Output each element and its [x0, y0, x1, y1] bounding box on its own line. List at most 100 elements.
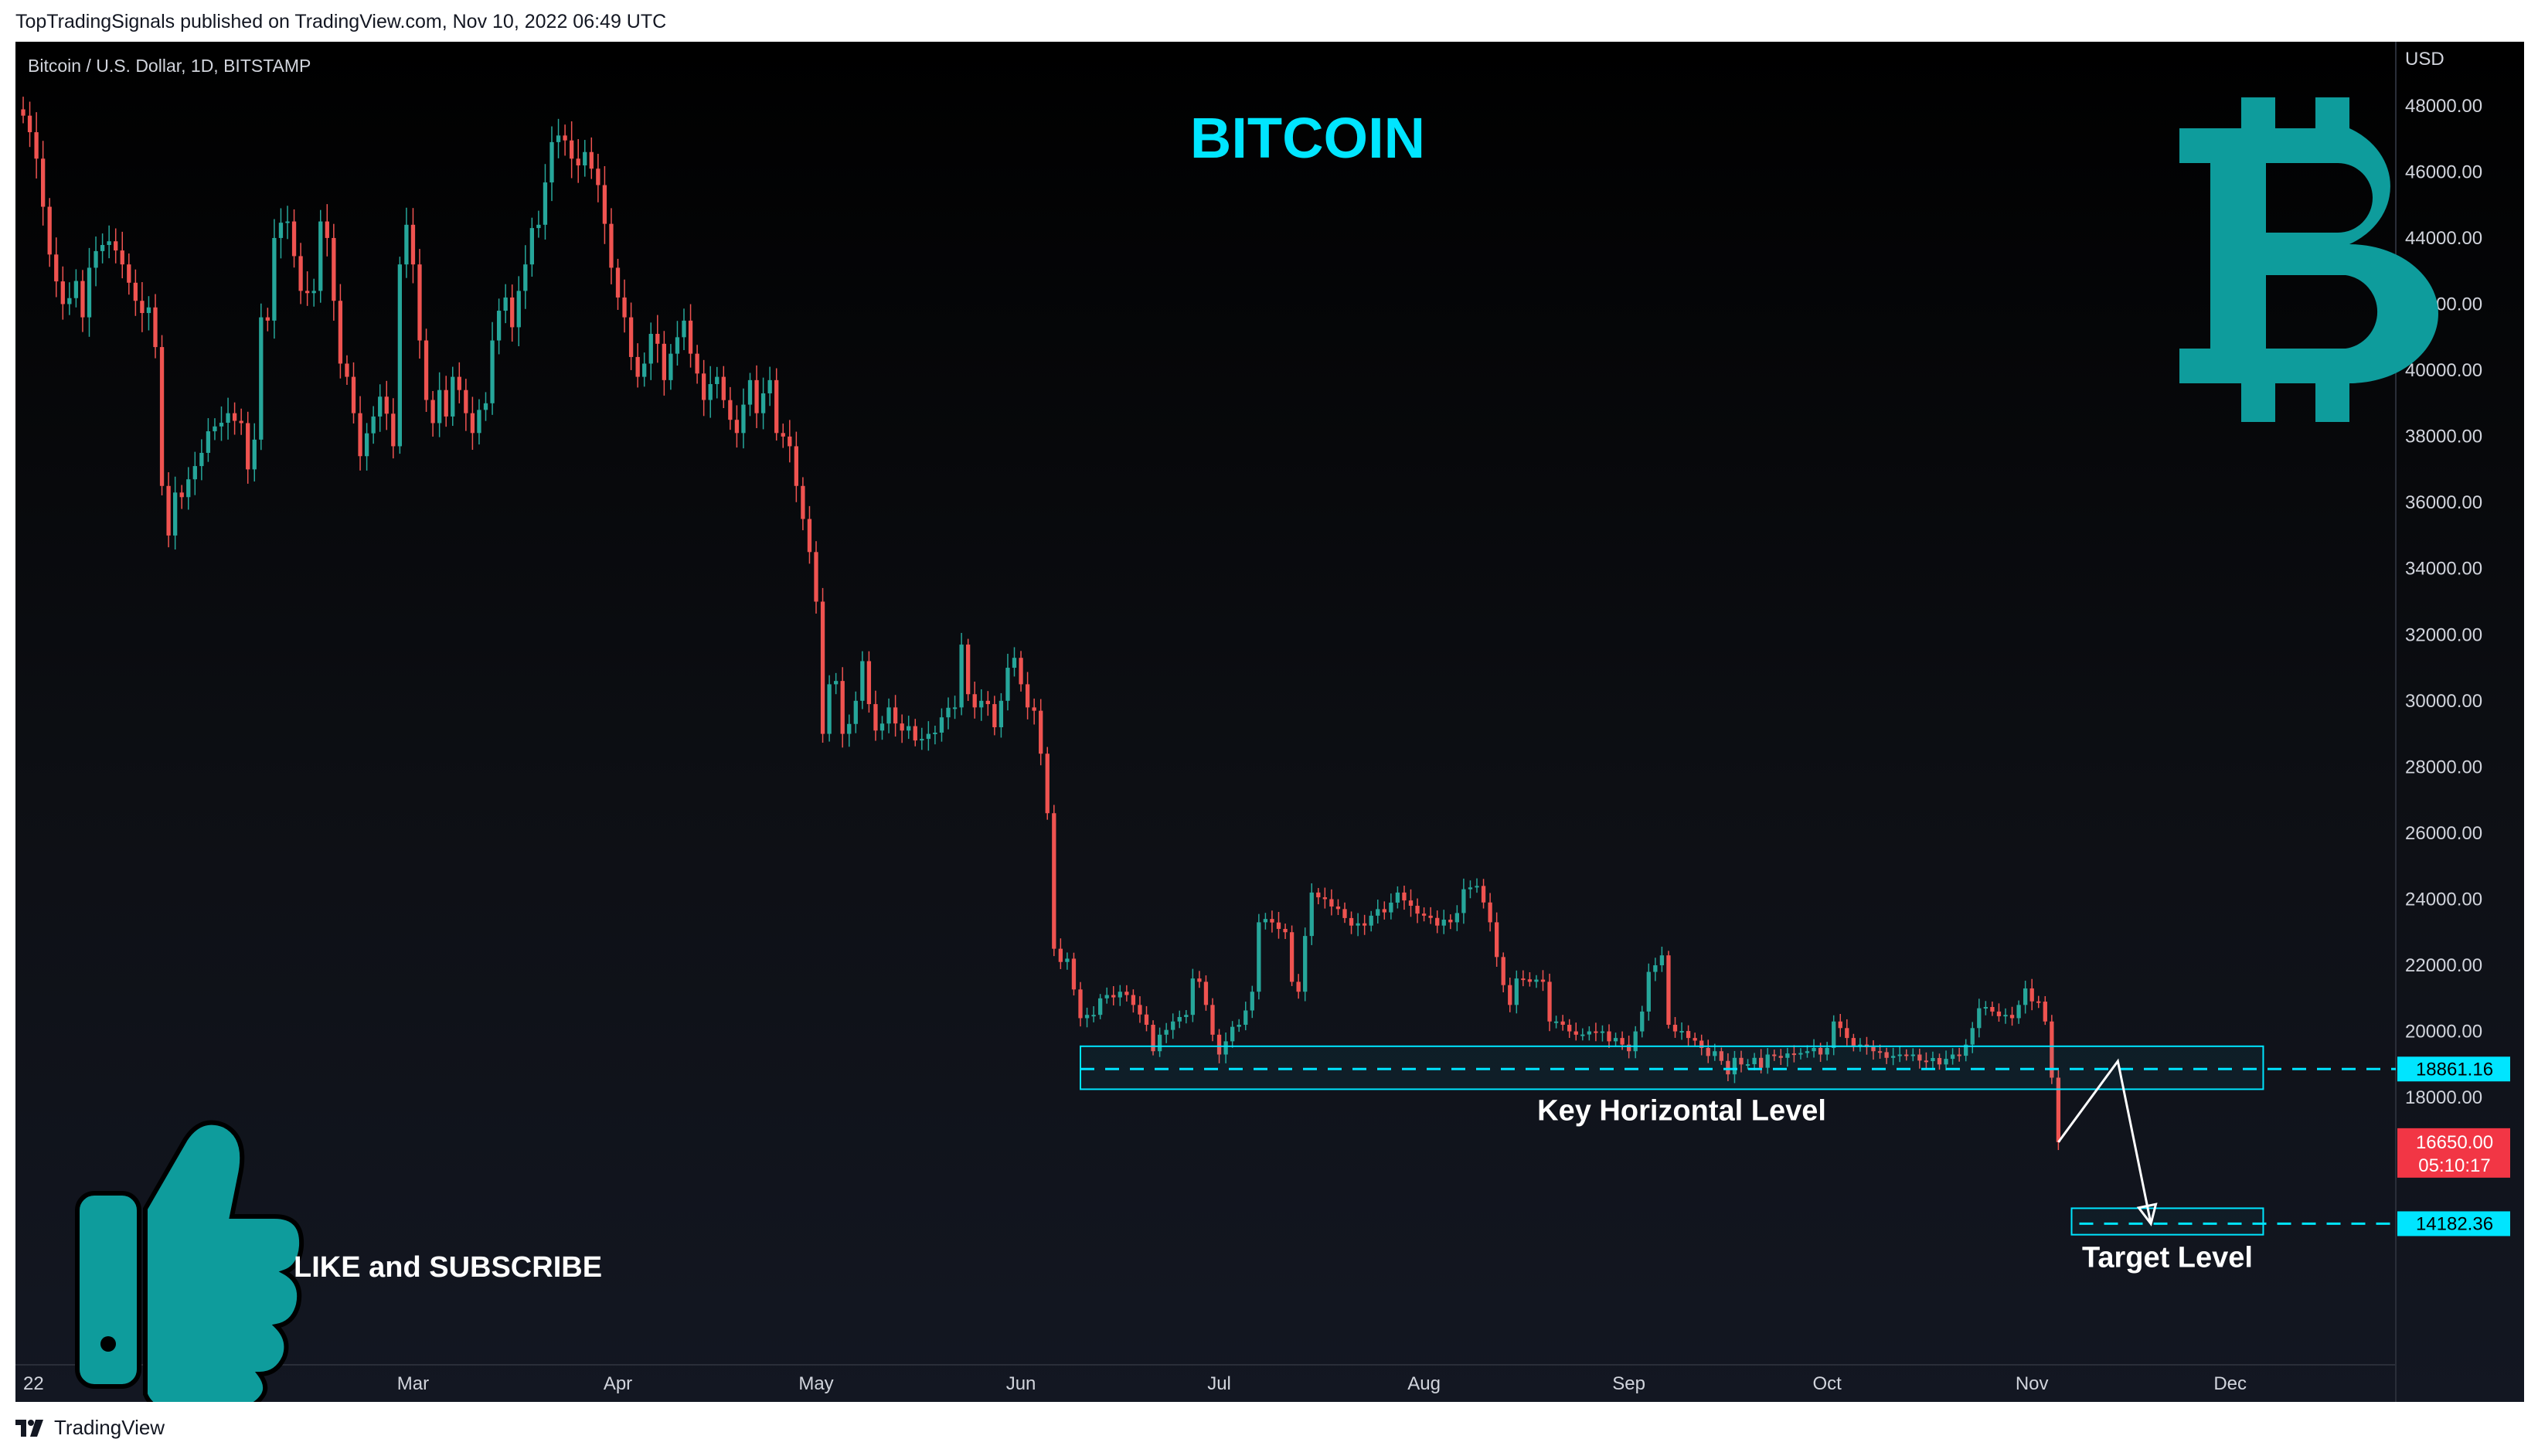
candle-body [2016, 1005, 2021, 1019]
candle-body [1996, 1011, 2002, 1016]
y-tick-label: 28000.00 [2405, 757, 2482, 777]
candle-body [774, 379, 779, 434]
x-tick-label: Mar [397, 1373, 429, 1394]
candle-body [1514, 978, 1519, 1005]
candle-body [397, 264, 403, 447]
candle-body [146, 307, 151, 314]
candle-body [549, 141, 554, 183]
candle-body [192, 466, 197, 480]
candle-body [860, 661, 865, 701]
candle-body [430, 400, 435, 424]
candle-body [2043, 1002, 2047, 1022]
key-level-price-tag [2397, 1056, 2510, 1082]
candle-body [1772, 1054, 1777, 1056]
candle-body [291, 221, 297, 257]
candle-body [477, 410, 481, 434]
candle-body [576, 158, 580, 166]
candle-body [635, 356, 640, 377]
like-subscribe-text: LIKE and SUBSCRIBE [294, 1251, 602, 1284]
candle-body [1613, 1038, 1618, 1042]
candle-body [2029, 988, 2034, 1002]
candle-body [1758, 1057, 1764, 1068]
candle-body [1349, 917, 1354, 926]
time-axis[interactable]: 22FebMarAprMayJunJulAugSepOctNovDec [15, 1364, 2396, 1394]
thumbs-up-icon [75, 1120, 304, 1402]
candle-body [67, 298, 72, 304]
candle-body [1296, 981, 1301, 992]
tradingview-logo-icon[interactable] [15, 1418, 46, 1438]
candle-body [1765, 1054, 1770, 1068]
candle-body [1706, 1047, 1710, 1056]
candlestick-chart[interactable]: 18000.00 20000.00 22000.00 24000.00 26000.00… [15, 42, 2524, 1402]
candle-body [80, 281, 85, 318]
chart-area[interactable]: 18000.00 20000.00 22000.00 24000.00 26000.00… [15, 42, 2524, 1402]
candle-body [1223, 1041, 1228, 1055]
candle-body [1342, 909, 1347, 918]
candles [21, 97, 2061, 1151]
price-tags: 18861.16 16650.00 05:10:17 14182.36 [2397, 1056, 2510, 1237]
candle-body [933, 732, 937, 734]
candle-body [833, 681, 839, 685]
y-tick-label: 24000.00 [2405, 889, 2482, 910]
candle-body [1508, 985, 1512, 1005]
candle-body [2050, 1021, 2054, 1078]
candle-body [34, 132, 39, 159]
candle-body [873, 704, 878, 731]
y-tick-label: 30000.00 [2405, 691, 2482, 712]
candle-body [1203, 981, 1209, 1005]
candle-body [252, 439, 257, 470]
candle-body [1402, 892, 1407, 901]
x-tick-label: Aug [1407, 1373, 1441, 1394]
candle-body [1739, 1057, 1744, 1065]
candle-body [1421, 913, 1427, 916]
candle-body [120, 250, 124, 265]
candle-body [318, 221, 323, 291]
candle-body [1124, 992, 1129, 995]
candle-body [1672, 1025, 1678, 1032]
candle-body [1263, 919, 1268, 923]
candle-body [926, 733, 931, 740]
candle-body [1389, 902, 1393, 913]
footer-brand[interactable]: TradingView [54, 1416, 165, 1439]
candle-body [920, 739, 924, 741]
candle-body [1594, 1031, 1598, 1033]
target-level-zone [2070, 1207, 2264, 1236]
candle-body [1138, 1005, 1142, 1015]
candle-body [94, 250, 98, 268]
candle-body [1118, 992, 1122, 998]
candle-body [371, 416, 376, 434]
candle-body [1005, 668, 1010, 701]
candle-body [1052, 813, 1056, 949]
candle-body [893, 707, 898, 724]
x-tick-label: 22 [23, 1373, 44, 1394]
candle-body [1289, 932, 1295, 982]
currency-label: USD [2405, 49, 2444, 70]
candle-body [1970, 1028, 1975, 1045]
candle-body [866, 661, 872, 705]
candle-body [1726, 1060, 1730, 1075]
candle-body [682, 320, 686, 338]
price-axis[interactable]: 18000.00 20000.00 22000.00 24000.00 26000.00… [2395, 42, 2482, 1402]
candle-body [153, 307, 158, 348]
candle-body [1019, 658, 1023, 685]
candle-body [199, 452, 204, 467]
candle-body [1964, 1044, 1968, 1056]
candle-body [1157, 1034, 1162, 1052]
candle-body [510, 297, 515, 328]
candle-body [73, 281, 79, 298]
candle-body [972, 694, 977, 708]
candle-body [404, 224, 409, 265]
candle-body [952, 707, 958, 709]
candle-body [226, 413, 230, 424]
y-tick-label: 32000.00 [2405, 624, 2482, 645]
candle-body [1587, 1031, 1592, 1035]
y-tick-label: 20000.00 [2405, 1022, 2482, 1043]
candle-body [946, 707, 951, 718]
candle-body [490, 340, 495, 403]
candle-body [701, 373, 706, 400]
target-level-price-tag-label: 14182.36 [2416, 1213, 2493, 1234]
candle-body [900, 723, 904, 731]
candle-body [87, 267, 92, 318]
key-level-zone [1080, 1045, 2264, 1090]
candle-body [1521, 978, 1526, 981]
